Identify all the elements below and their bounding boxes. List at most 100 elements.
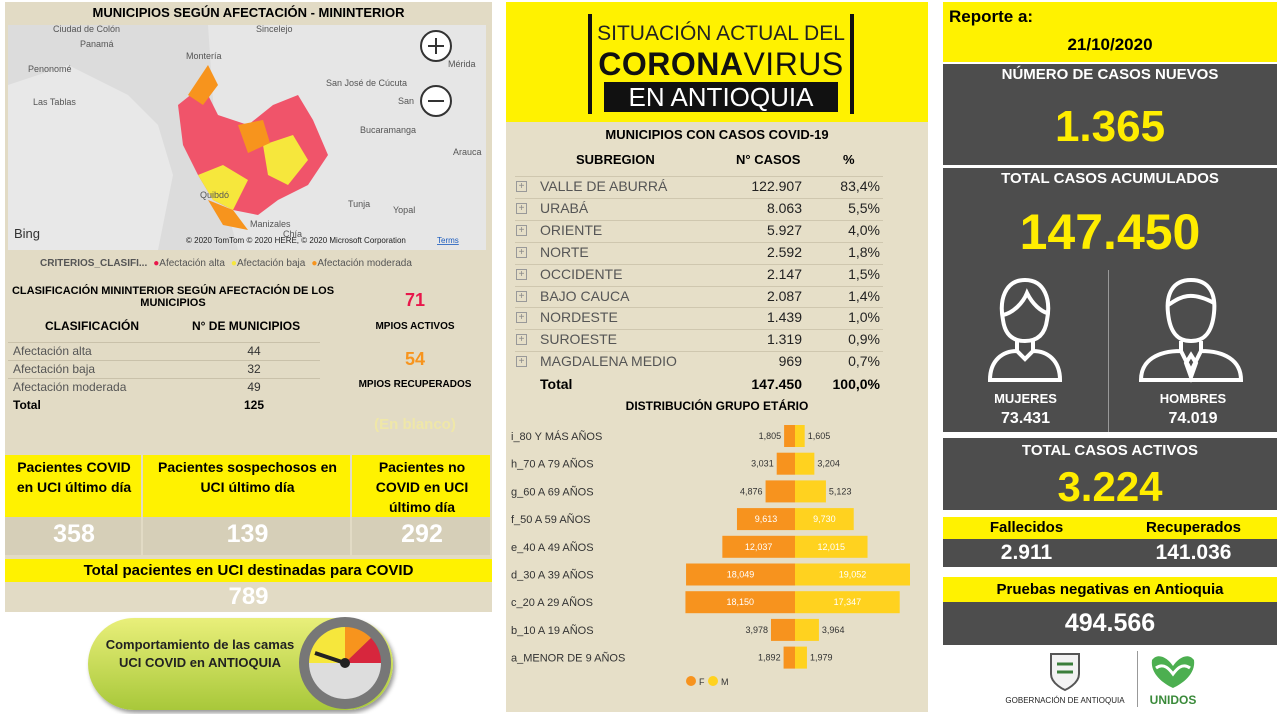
- uci-label: Pacientes COVID en UCI último día: [16, 459, 132, 495]
- expand-icon[interactable]: +: [516, 290, 527, 302]
- uci-value-box: [352, 517, 492, 555]
- chart-title: DISTRIBUCIÓN GRUPO ETÁRIO: [626, 398, 809, 413]
- legend-label: M: [721, 677, 729, 687]
- y-tick-label: c_20 A 29 AÑOS: [511, 596, 593, 609]
- unidos-text: UNIDOS: [1149, 693, 1197, 707]
- expand-icon[interactable]: +: [516, 356, 527, 368]
- legend-title: CRITERIOS_CLASIFI...: [40, 258, 148, 269]
- uci-header: [143, 455, 352, 517]
- y-tick-label: b_10 A 19 AÑOS: [511, 624, 594, 637]
- banner-line: EN ANTIOQUIA: [604, 82, 838, 112]
- value-label: 19,052: [839, 570, 867, 580]
- class-total-label: Total: [13, 398, 41, 412]
- y-tick-label: h_70 A 79 AÑOS: [511, 458, 594, 471]
- bar: [686, 563, 795, 586]
- class-total-value: 125: [243, 398, 265, 412]
- woman-icon: [987, 277, 1063, 382]
- map-label: Las Tablas: [33, 97, 76, 107]
- value-label: 1,805: [759, 431, 782, 441]
- blank-label: (En blanco): [374, 416, 456, 433]
- uci-value: 358: [53, 520, 95, 548]
- new-value: 1.365: [1054, 102, 1166, 151]
- subregion-cases: 2.087: [766, 287, 802, 304]
- legend-label: F: [699, 677, 705, 687]
- bar: [795, 452, 815, 475]
- recovered-value: 141.036: [1155, 541, 1232, 564]
- map-label: Panamá: [80, 39, 114, 49]
- value-label: 1,892: [758, 653, 781, 663]
- bar: [795, 563, 910, 586]
- value-label: 12,015: [817, 542, 845, 552]
- banner-thin: VIRUS: [743, 46, 844, 82]
- class-label: Afectación moderada: [13, 380, 127, 394]
- active-value: 3.224: [1057, 463, 1163, 510]
- y-tick-label: i_80 Y MÁS AÑOS: [511, 430, 602, 443]
- bar: [795, 425, 805, 447]
- subregion-cases: 8.063: [766, 199, 802, 216]
- bar: [765, 480, 795, 503]
- banner-bold: CORONA: [598, 46, 744, 82]
- value-label: 5,123: [829, 486, 852, 496]
- report-label: Reporte a:: [949, 7, 1034, 26]
- value-label: 18,049: [727, 570, 755, 580]
- map-label: Mérida: [448, 59, 476, 69]
- class-title: CLASIFICACIÓN MININTERIOR SEGÚN AFECTACI…: [11, 285, 335, 309]
- recovered-label: Recuperados: [1145, 519, 1242, 536]
- bar: [795, 591, 900, 614]
- uci-total-label: Total pacientes en UCI destinadas para C…: [5, 559, 492, 582]
- gov-logo-text: GOBERNACIÓN DE ANTIOQUIA: [1005, 696, 1125, 705]
- row-line: [8, 342, 320, 343]
- uci-button-label[interactable]: Comportamiento de las camas UCI COVID en…: [105, 637, 295, 670]
- kpi-value: 71: [404, 290, 426, 310]
- men-value: 74.019: [1168, 410, 1218, 427]
- bar: [784, 425, 795, 447]
- class-label: Afectación alta: [13, 344, 92, 358]
- row-line: [8, 378, 320, 379]
- expand-icon[interactable]: +: [516, 181, 527, 192]
- value-label: 12,037: [745, 542, 773, 552]
- subregion-cases: 969: [778, 353, 802, 370]
- subregion-cases: 2.592: [766, 243, 802, 260]
- expand-icon[interactable]: +: [516, 268, 527, 280]
- value-label: 1,605: [808, 431, 831, 441]
- value-label: 3,978: [745, 625, 768, 635]
- outcome-values: [943, 539, 1277, 567]
- unidos-logo: [1151, 656, 1195, 688]
- expand-icon[interactable]: +: [516, 202, 527, 214]
- subregion-cases: 122.907: [751, 178, 802, 194]
- expand-icon[interactable]: +: [516, 224, 527, 236]
- map: Ciudad de Colón Panamá Penonomé Las Tablas M…: [8, 25, 486, 250]
- y-tick-label: e_40 A 49 AÑOS: [511, 541, 594, 554]
- legend-label: Afectación baja: [236, 258, 306, 269]
- expand-icon[interactable]: +: [516, 312, 527, 324]
- neg-value: 494.566: [943, 602, 1277, 645]
- row-line: [515, 176, 883, 177]
- gauge-icon: [299, 617, 391, 709]
- acc-value: 147.450: [1019, 204, 1201, 260]
- row-line: [8, 360, 320, 361]
- map-label: San: [398, 96, 414, 106]
- map-label: Sincelejo: [256, 25, 293, 34]
- age-chart: DISTRIBUCIÓN GRUPO ETÁRIO i_80 Y MÁS AÑO…: [511, 398, 910, 687]
- row-line: [515, 351, 883, 353]
- value-label: 17,347: [834, 597, 862, 607]
- expand-icon[interactable]: +: [516, 334, 527, 346]
- map-terms[interactable]: Terms: [437, 236, 459, 245]
- man-icon: [1138, 277, 1244, 383]
- class-label: Afectación baja: [13, 362, 96, 376]
- bar: [795, 480, 826, 503]
- banner-bar: [588, 14, 592, 114]
- y-tick-label: d_30 A 39 AÑOS: [511, 569, 594, 582]
- class-value: 49: [247, 380, 261, 394]
- row-line: [515, 197, 883, 199]
- uci-total-value: 789: [228, 583, 269, 610]
- subregion-name: OCCIDENTE: [540, 265, 623, 282]
- expand-icon[interactable]: +: [516, 246, 527, 258]
- map-label: Penonomé: [28, 64, 72, 74]
- class-header: N° DE MUNICIPIOS: [192, 319, 301, 333]
- subregion-pct: 1,4%: [848, 287, 880, 304]
- bar: [685, 591, 795, 614]
- women-label: MUJERES: [994, 391, 1057, 406]
